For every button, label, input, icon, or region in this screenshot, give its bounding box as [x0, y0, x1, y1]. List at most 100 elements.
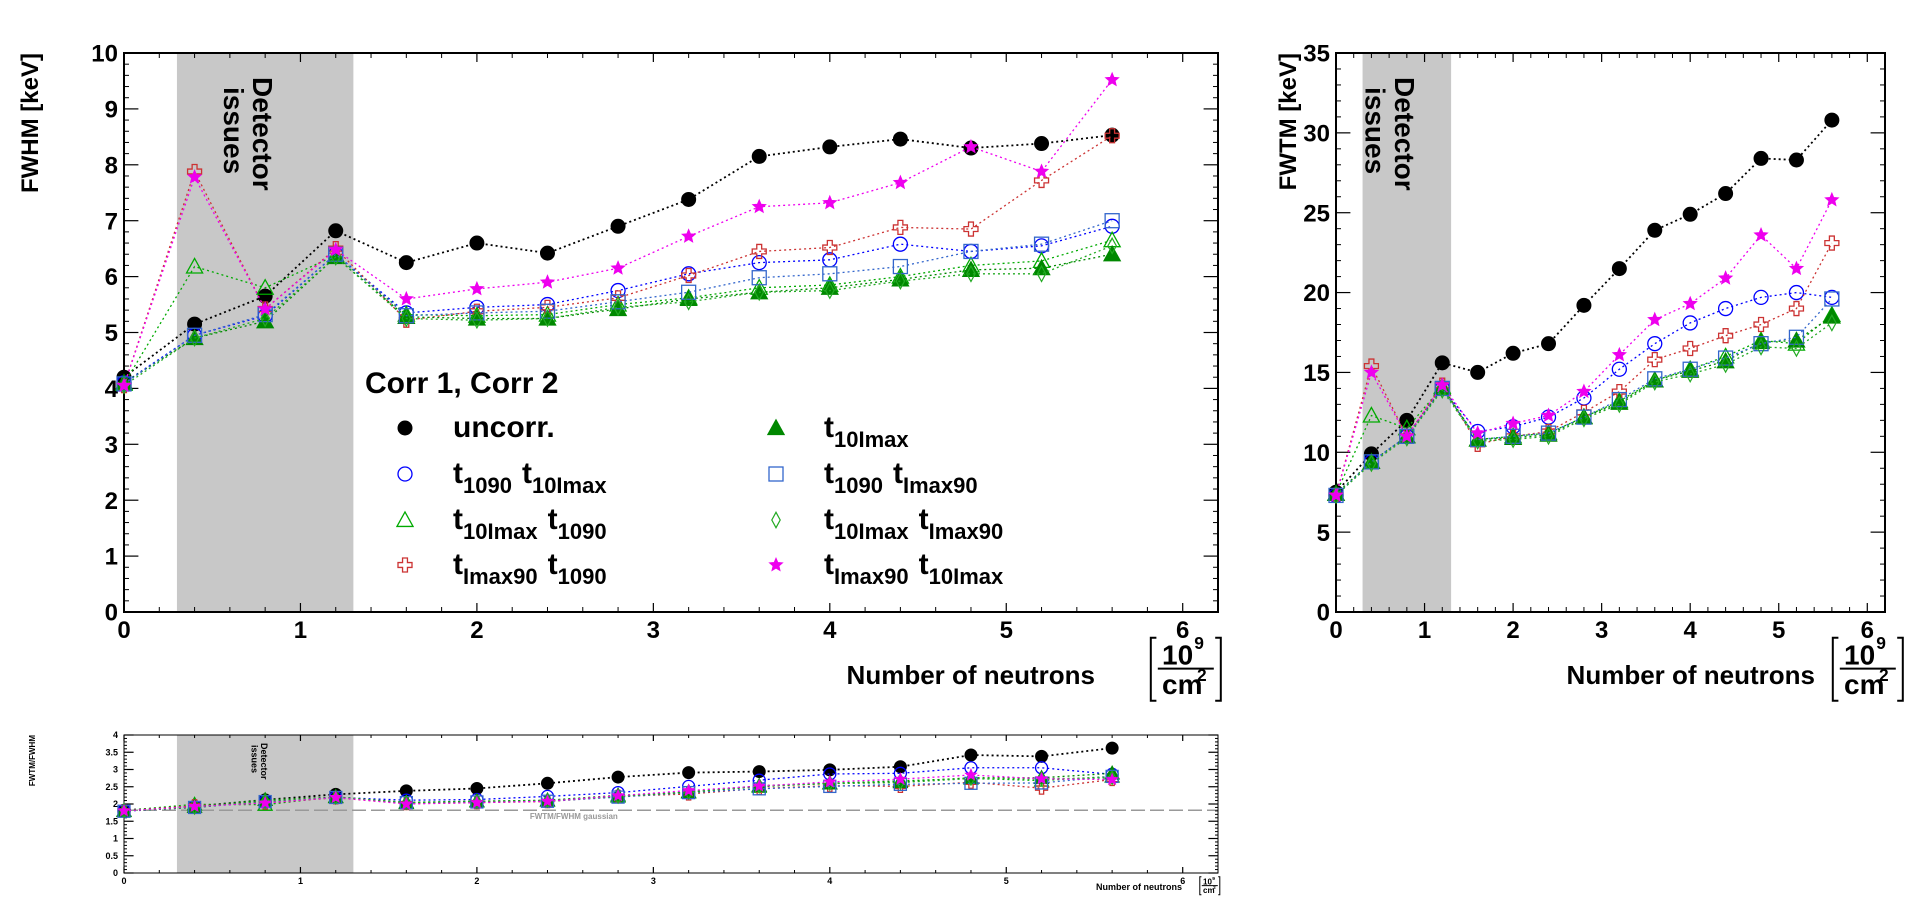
legend-label: t10Imax tImax90	[824, 503, 1003, 544]
unit-den-exponent: 2	[1879, 665, 1889, 685]
data-point	[1105, 772, 1119, 786]
data-point	[398, 290, 414, 306]
legend-marker	[768, 556, 784, 572]
data-point	[1717, 328, 1734, 344]
data-point	[1647, 352, 1663, 368]
x-tick-label: 5	[1772, 617, 1785, 644]
data-point	[472, 793, 482, 810]
data-point	[610, 218, 626, 234]
legend-entry: t10Imax	[766, 411, 909, 452]
data-point	[1788, 260, 1805, 276]
series-line	[123, 225, 1113, 384]
legend-marker	[397, 420, 413, 436]
legend-label: t1090 tImax90	[824, 457, 978, 498]
y-tick-label: 3	[113, 765, 118, 775]
x-tick-label: 3	[1595, 617, 1608, 644]
legend-label-main: uncorr.	[453, 411, 555, 444]
legend-label: t1090 t10Imax	[453, 457, 607, 498]
series-0	[1328, 112, 1840, 500]
y-axis-label-group: FWTM [keV]	[1275, 53, 1302, 190]
data-point	[1611, 346, 1628, 362]
legend-label-sub1: 1090	[834, 473, 883, 498]
y-tick-label: 7	[105, 208, 118, 235]
data-point	[1107, 769, 1117, 786]
data-point	[256, 278, 275, 295]
data-point	[1541, 336, 1557, 352]
data-point	[1104, 128, 1120, 144]
unit-numerator: 10	[1203, 877, 1212, 886]
data-point	[1826, 313, 1837, 332]
data-point	[822, 239, 838, 256]
y-axis-label: FWTM/FWHM	[28, 735, 37, 786]
data-point	[822, 266, 838, 282]
y-tick-label: 0	[1317, 600, 1330, 627]
data-point	[1508, 430, 1518, 449]
data-point	[1717, 300, 1734, 317]
legend-label-main: t	[824, 548, 834, 581]
data-point	[257, 300, 273, 316]
data-point	[1470, 364, 1486, 380]
detector-issues-band	[176, 53, 354, 612]
data-point	[329, 790, 343, 804]
y-tick-label: 2	[105, 488, 118, 515]
data-point	[1611, 261, 1627, 277]
data-point	[613, 298, 623, 317]
data-point	[185, 257, 204, 274]
data-point	[611, 788, 625, 802]
data-point	[892, 219, 909, 236]
y-tick-label: 5	[105, 320, 118, 347]
y-axis-label: FWHM [keV]	[17, 53, 44, 193]
data-point	[824, 281, 835, 300]
x-axis-unit: 10 9 cm2	[1199, 876, 1221, 896]
data-point	[469, 280, 485, 296]
data-point	[1647, 336, 1663, 352]
data-point	[401, 309, 412, 328]
data-point	[963, 221, 979, 237]
data-point	[1756, 337, 1766, 356]
detector-issues-band	[1362, 53, 1452, 612]
data-point	[681, 783, 696, 797]
data-point	[751, 148, 767, 164]
data-point	[823, 774, 837, 788]
legend-entry: t1090 tImax90	[768, 457, 978, 498]
legend-label-sub2: Imax90	[903, 473, 978, 498]
unit-bracket-right	[1218, 876, 1221, 896]
x-axis-unit: 10 9 cm2	[1831, 633, 1904, 702]
y-tick-label: 4	[113, 730, 118, 740]
x-tick-label: 3	[647, 617, 660, 644]
data-point	[1647, 371, 1663, 387]
series-line	[123, 772, 1113, 812]
data-point	[681, 191, 697, 207]
legend-label: tImax90 t1090	[453, 548, 607, 589]
data-point	[1362, 406, 1381, 423]
legend-label-sub1: 10Imax	[463, 519, 538, 544]
legend-label: tImax90 t10Imax	[824, 548, 1004, 589]
data-point	[1682, 295, 1698, 311]
y-tick-label: 10	[91, 41, 118, 68]
series-line	[1335, 322, 1833, 496]
legend-label-sub1: 10Imax	[834, 519, 909, 544]
data-point	[258, 795, 272, 809]
unit-denominator: cm	[1162, 669, 1202, 700]
legend-marker	[397, 466, 413, 482]
gaussian-reference-label: FWTM/FWHM gaussian	[530, 812, 618, 821]
data-point	[542, 309, 553, 328]
y-tick-label: 1	[113, 834, 118, 844]
y-tick-label: 3	[105, 432, 118, 459]
data-point	[963, 243, 979, 260]
data-point	[1682, 315, 1698, 331]
y-tick-label: 4	[105, 376, 119, 403]
data-point	[750, 282, 769, 300]
x-tick-label: 2	[470, 617, 483, 644]
detector-label-line1: Detector	[1389, 77, 1420, 191]
unit-exponent: 9	[1212, 876, 1215, 882]
plot-frame	[1335, 52, 1886, 613]
y-tick-label: 0	[105, 600, 118, 627]
legend-label-main: t	[824, 457, 834, 490]
data-point	[1824, 291, 1840, 307]
legend-label-sub2: Imax90	[929, 519, 1004, 544]
unit-bracket-left	[1831, 636, 1839, 702]
y-tick-label: 1.5	[105, 816, 118, 826]
unit-bracket-left	[1149, 636, 1157, 702]
